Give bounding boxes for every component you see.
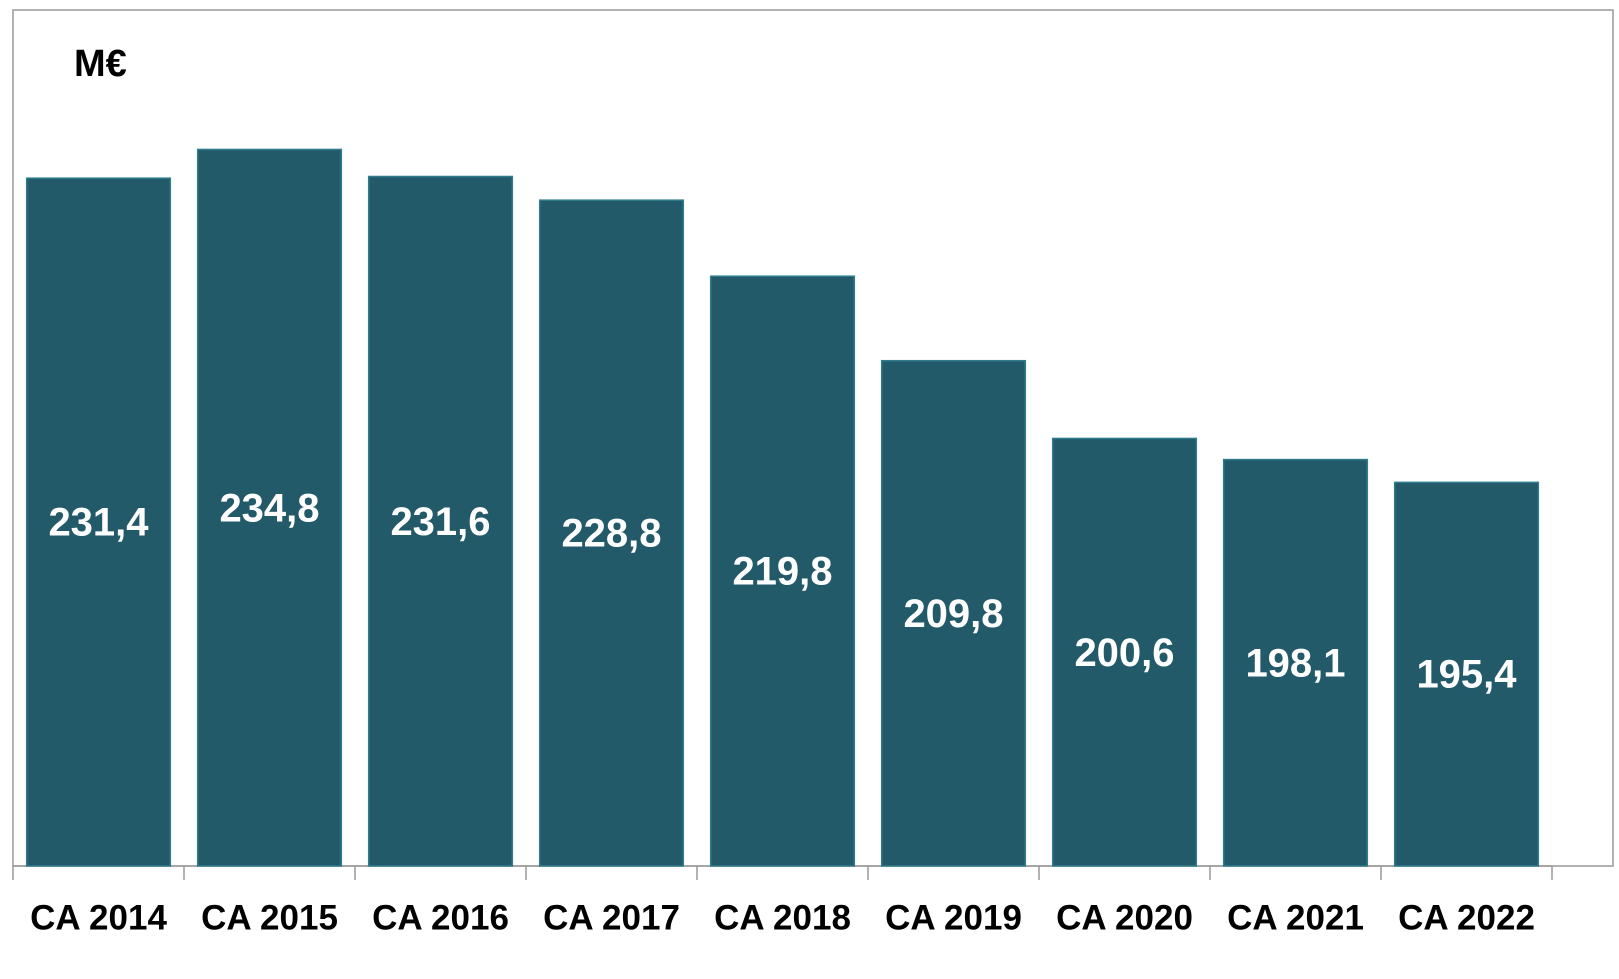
- bar: [1051, 437, 1198, 867]
- bar: [25, 177, 172, 867]
- bar: [1222, 458, 1369, 867]
- value-label: 219,8: [732, 550, 832, 594]
- x-tick-label: CA 2014: [30, 898, 167, 937]
- x-tick-label: CA 2020: [1056, 898, 1193, 937]
- bar: [196, 148, 343, 867]
- value-label: 209,8: [903, 592, 1003, 636]
- bar: [367, 175, 514, 867]
- value-label: 200,6: [1074, 631, 1174, 675]
- x-tick-label: CA 2019: [885, 898, 1022, 937]
- value-label: 231,6: [390, 500, 490, 544]
- x-tick-label: CA 2015: [201, 898, 338, 937]
- x-tick-label: CA 2018: [714, 898, 851, 937]
- value-label: 198,1: [1245, 641, 1345, 685]
- value-label: 234,8: [219, 486, 319, 530]
- x-tick-label: CA 2021: [1227, 898, 1364, 937]
- x-tick-label: CA 2017: [543, 898, 680, 937]
- bar: [1393, 481, 1540, 867]
- bar: [538, 199, 685, 867]
- x-tick-label: CA 2016: [372, 898, 509, 937]
- y-axis-unit: M€: [74, 43, 127, 85]
- value-label: 228,8: [561, 512, 661, 556]
- bar: [709, 275, 856, 867]
- value-label: 195,4: [1416, 653, 1517, 697]
- value-label: 231,4: [48, 501, 149, 545]
- x-tick-label: CA 2022: [1398, 898, 1535, 937]
- bar: [880, 359, 1027, 867]
